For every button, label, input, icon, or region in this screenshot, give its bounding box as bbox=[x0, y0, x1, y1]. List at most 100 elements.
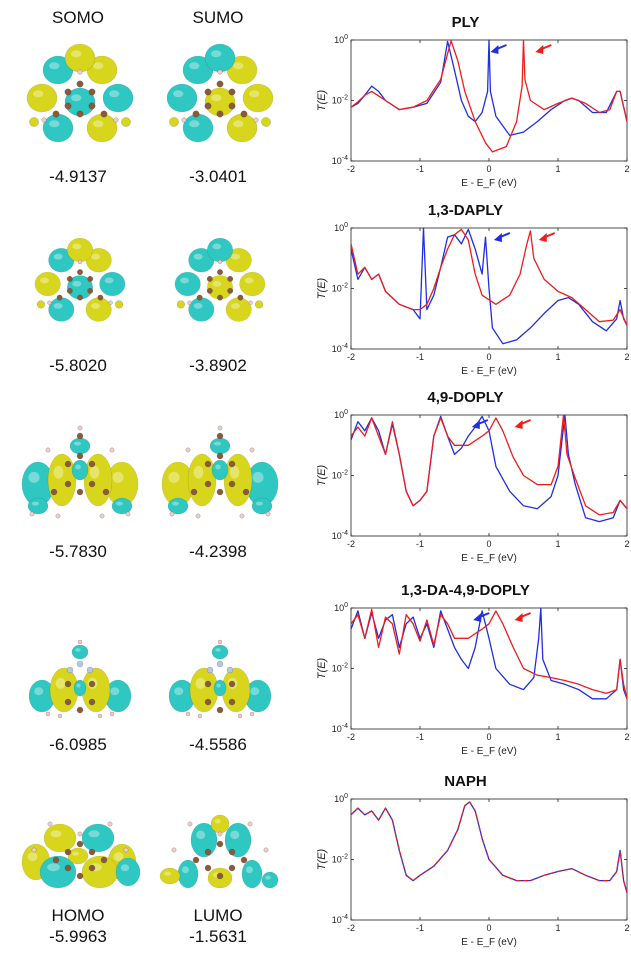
x-tick-label: 0 bbox=[486, 164, 491, 174]
x-tick-label: -2 bbox=[347, 539, 355, 549]
y-tick-label: 10-4 bbox=[332, 343, 348, 354]
somo-orbital-image bbox=[21, 425, 139, 519]
blue-arrow-icon bbox=[490, 44, 507, 54]
y-tick-label: 10-2 bbox=[332, 854, 348, 865]
x-tick-label: -1 bbox=[416, 732, 424, 742]
blue-arrow-icon bbox=[471, 419, 489, 429]
x-tick-label: 0 bbox=[486, 923, 491, 933]
chart-title: 1,3-DA-4,9-DOPLY bbox=[401, 582, 530, 599]
lumo-orbital-image bbox=[159, 814, 279, 889]
x-axis-label: E - E_F (eV) bbox=[461, 746, 517, 757]
sumo-energy-dadoply: -4.5586 bbox=[189, 735, 247, 754]
x-tick-label: 1 bbox=[555, 923, 560, 933]
y-tick-label: 100 bbox=[334, 222, 348, 233]
homo-label: HOMO bbox=[51, 906, 105, 925]
y-tick-label: 100 bbox=[334, 34, 348, 45]
transmission-panel: 1,3-DAPLY -2 -1 0 1 2 100 10-2 10-4 T(E) E - E_F (… bbox=[300, 202, 631, 388]
sumo-energy-doply: -4.2398 bbox=[189, 542, 247, 561]
sumo-energy-daply: -3.8902 bbox=[189, 356, 247, 375]
sumo-header: SUMO bbox=[192, 8, 244, 27]
x-tick-label: 2 bbox=[624, 164, 629, 174]
x-tick-label: -2 bbox=[347, 923, 355, 933]
transmission-panel: 4,9-DOPLY -2 -1 0 1 2 100 10-2 10-4 T(E) E - E_F (… bbox=[300, 389, 631, 575]
red-transmission-line bbox=[350, 414, 628, 516]
transmission-chart-svg: -2 -1 0 1 2 100 10-2 10-4 T(E) E - E_F (eV) bbox=[316, 793, 630, 948]
y-tick-label: 10-4 bbox=[332, 723, 348, 734]
sumo-energy-ply: -3.0401 bbox=[189, 167, 247, 186]
chart-title: 4,9-DOPLY bbox=[427, 389, 504, 406]
sumo-orbital-image bbox=[161, 425, 279, 519]
transmission-chart-svg: -2 -1 0 1 2 100 10-2 10-4 T(E) E - E_F (eV) bbox=[316, 34, 630, 189]
blue-transmission-line bbox=[350, 227, 628, 345]
transmission-chart-svg: -2 -1 0 1 2 100 10-2 10-4 T(E) E - E_F (eV) bbox=[316, 602, 630, 757]
x-axis-label: E - E_F (eV) bbox=[461, 366, 517, 377]
somo-energy-ply: -4.9137 bbox=[49, 167, 107, 186]
y-tick-label: 10-2 bbox=[332, 470, 348, 481]
y-tick-label: 100 bbox=[334, 793, 348, 804]
chart-title: PLY bbox=[451, 14, 480, 31]
x-tick-label: 1 bbox=[555, 539, 560, 549]
y-axis-label: T(E) bbox=[316, 464, 328, 486]
somo-energy-daply: -5.8020 bbox=[49, 356, 107, 375]
x-axis-label: E - E_F (eV) bbox=[461, 178, 517, 189]
y-axis-label: T(E) bbox=[316, 277, 328, 299]
y-tick-label: 10-4 bbox=[332, 914, 348, 925]
y-axis-label: T(E) bbox=[316, 848, 328, 870]
somo-orbital-image bbox=[28, 639, 132, 719]
blue-arrow-icon bbox=[493, 232, 511, 242]
somo-header: SOMO bbox=[52, 8, 104, 27]
x-axis-label: E - E_F (eV) bbox=[461, 553, 517, 564]
transmission-chart-svg: -2 -1 0 1 2 100 10-2 10-4 T(E) E - E_F (eV) bbox=[316, 409, 630, 564]
blue-arrow-icon bbox=[473, 612, 490, 622]
x-tick-label: 2 bbox=[624, 352, 629, 362]
red-arrow-icon bbox=[514, 612, 531, 622]
blue-transmission-line bbox=[350, 607, 628, 700]
transmission-panel: PLY -2 -1 0 1 2 100 10-2 10-4 T(E) E - E_F (eV) bbox=[300, 14, 631, 200]
transmission-chart-svg: -2 -1 0 1 2 100 10-2 10-4 T(E) E - E_F (eV) bbox=[316, 222, 630, 377]
blue-transmission-line bbox=[350, 801, 628, 893]
x-axis-label: E - E_F (eV) bbox=[461, 937, 517, 948]
y-tick-label: 100 bbox=[334, 602, 348, 613]
x-tick-label: -1 bbox=[416, 352, 424, 362]
x-tick-label: 1 bbox=[555, 164, 560, 174]
y-tick-label: 10-2 bbox=[332, 283, 348, 294]
x-tick-label: -1 bbox=[416, 164, 424, 174]
homo-energy: -5.9963 bbox=[49, 927, 107, 946]
red-arrow-icon bbox=[535, 44, 552, 54]
blue-transmission-line bbox=[350, 39, 628, 137]
x-tick-label: -2 bbox=[347, 352, 355, 362]
x-tick-label: -1 bbox=[416, 539, 424, 549]
sumo-orbital-image bbox=[168, 639, 272, 719]
x-tick-label: 0 bbox=[486, 732, 491, 742]
chart-title: NAPH bbox=[444, 773, 487, 790]
x-tick-label: -1 bbox=[416, 923, 424, 933]
y-tick-label: 10-2 bbox=[332, 663, 348, 674]
y-axis-label: T(E) bbox=[316, 657, 328, 679]
somo-energy-doply: -5.7830 bbox=[49, 542, 107, 561]
red-transmission-line bbox=[350, 608, 628, 699]
somo-orbital-image bbox=[34, 237, 126, 322]
x-tick-label: 1 bbox=[555, 732, 560, 742]
somo-energy-dadoply: -6.0985 bbox=[49, 735, 107, 754]
x-tick-label: -2 bbox=[347, 164, 355, 174]
x-tick-label: 2 bbox=[624, 539, 629, 549]
sumo-orbital-image bbox=[174, 237, 266, 322]
red-arrow-icon bbox=[538, 232, 556, 242]
y-tick-label: 100 bbox=[334, 409, 348, 420]
red-transmission-line bbox=[350, 228, 628, 326]
chart-title: 1,3-DAPLY bbox=[427, 202, 504, 219]
x-tick-label: 2 bbox=[624, 923, 629, 933]
x-tick-label: 2 bbox=[624, 732, 629, 742]
red-arrow-icon bbox=[514, 419, 531, 429]
x-tick-label: 0 bbox=[486, 539, 491, 549]
red-transmission-line bbox=[350, 801, 628, 893]
red-transmission-line bbox=[350, 39, 628, 153]
sumo-orbital-image bbox=[166, 43, 274, 143]
y-tick-label: 10-4 bbox=[332, 530, 348, 541]
y-tick-label: 10-4 bbox=[332, 155, 348, 166]
lumo-label: LUMO bbox=[193, 906, 243, 925]
lumo-energy: -1.5631 bbox=[189, 927, 247, 946]
transmission-panel: 1,3-DA-4,9-DOPLY -2 -1 0 1 2 100 10-2 10-4 T(E) E … bbox=[300, 582, 631, 768]
homo-orbital-image bbox=[21, 821, 141, 889]
y-tick-label: 10-2 bbox=[332, 95, 348, 106]
